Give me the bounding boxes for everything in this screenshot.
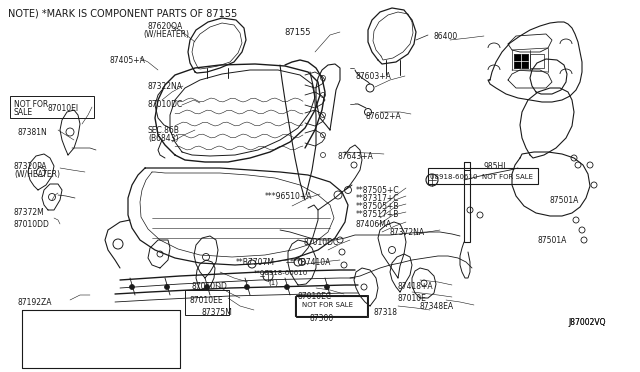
Text: J87002VQ: J87002VQ <box>568 318 605 327</box>
Bar <box>514 54 528 68</box>
Text: 87320PA: 87320PA <box>14 162 47 171</box>
Text: (W/HEATER): (W/HEATER) <box>143 30 189 39</box>
Text: **87505+B: **87505+B <box>356 202 399 211</box>
Text: 87620QA: 87620QA <box>148 22 183 31</box>
Text: 08918-60610  NOT FOR SALE: 08918-60610 NOT FOR SALE <box>430 174 533 180</box>
Text: 87010EI: 87010EI <box>48 104 79 113</box>
Text: **87517+B: **87517+B <box>356 210 399 219</box>
Text: 87322NA: 87322NA <box>148 82 183 91</box>
Text: 87501A: 87501A <box>538 236 568 245</box>
Text: J87002VQ: J87002VQ <box>568 318 605 327</box>
Text: 87010DD: 87010DD <box>192 282 228 291</box>
Text: (1): (1) <box>268 280 278 286</box>
Text: **08918-60610: **08918-60610 <box>254 270 308 276</box>
Bar <box>464 162 470 242</box>
Circle shape <box>164 285 170 289</box>
Circle shape <box>285 285 289 289</box>
Text: ***96510+A: ***96510+A <box>265 192 312 201</box>
Text: 87155: 87155 <box>284 28 310 37</box>
Text: **B7707M: **B7707M <box>236 258 275 267</box>
Text: 87010EE: 87010EE <box>190 296 223 305</box>
Text: 87603+A: 87603+A <box>356 72 392 81</box>
Text: 87372M: 87372M <box>14 208 45 217</box>
Text: **87317+C: **87317+C <box>356 194 399 203</box>
Text: 87010DD: 87010DD <box>14 220 50 229</box>
Bar <box>428 168 538 184</box>
Text: 87348EA: 87348EA <box>420 302 454 311</box>
Text: 87318: 87318 <box>374 308 398 317</box>
Circle shape <box>244 285 250 289</box>
Text: 87010EC: 87010EC <box>298 292 332 301</box>
Bar <box>296 295 368 317</box>
Bar <box>185 290 229 315</box>
Text: SALE: SALE <box>14 108 33 117</box>
Text: 87405+A: 87405+A <box>109 56 145 65</box>
Text: ***B7410A: ***B7410A <box>290 258 332 267</box>
Circle shape <box>205 285 209 289</box>
Text: **87505+C: **87505+C <box>356 186 399 195</box>
Text: (B6843): (B6843) <box>148 134 179 143</box>
Text: 87192ZA: 87192ZA <box>18 298 52 307</box>
Text: 87010DC: 87010DC <box>304 238 339 247</box>
Bar <box>530 54 544 68</box>
Bar <box>295 296 367 316</box>
Text: 87406MA: 87406MA <box>356 220 392 229</box>
Text: 87375M: 87375M <box>202 308 233 317</box>
Text: NOT FOR: NOT FOR <box>14 100 48 109</box>
Text: (W/HEATER): (W/HEATER) <box>14 170 60 179</box>
Text: 87381N: 87381N <box>18 128 48 137</box>
Text: 87372NA: 87372NA <box>390 228 425 237</box>
Text: NOTE) *MARK IS COMPONENT PARTS OF 87155: NOTE) *MARK IS COMPONENT PARTS OF 87155 <box>8 8 237 18</box>
Text: 87643+A: 87643+A <box>338 152 374 161</box>
Circle shape <box>129 285 134 289</box>
Bar <box>514 54 528 68</box>
Text: 87602+A: 87602+A <box>366 112 402 121</box>
Text: NOT FOR SALE: NOT FOR SALE <box>302 302 353 308</box>
Text: SEC.86B: SEC.86B <box>148 126 180 135</box>
Text: 87010DC: 87010DC <box>148 100 183 109</box>
Text: 87418+A: 87418+A <box>398 282 434 291</box>
Text: 87501A: 87501A <box>550 196 579 205</box>
Bar <box>10 96 94 118</box>
Text: 87010E: 87010E <box>398 294 427 303</box>
Text: 985HL: 985HL <box>484 162 509 171</box>
Circle shape <box>324 285 330 289</box>
Text: 86400: 86400 <box>434 32 458 41</box>
Text: 87300: 87300 <box>310 314 334 323</box>
